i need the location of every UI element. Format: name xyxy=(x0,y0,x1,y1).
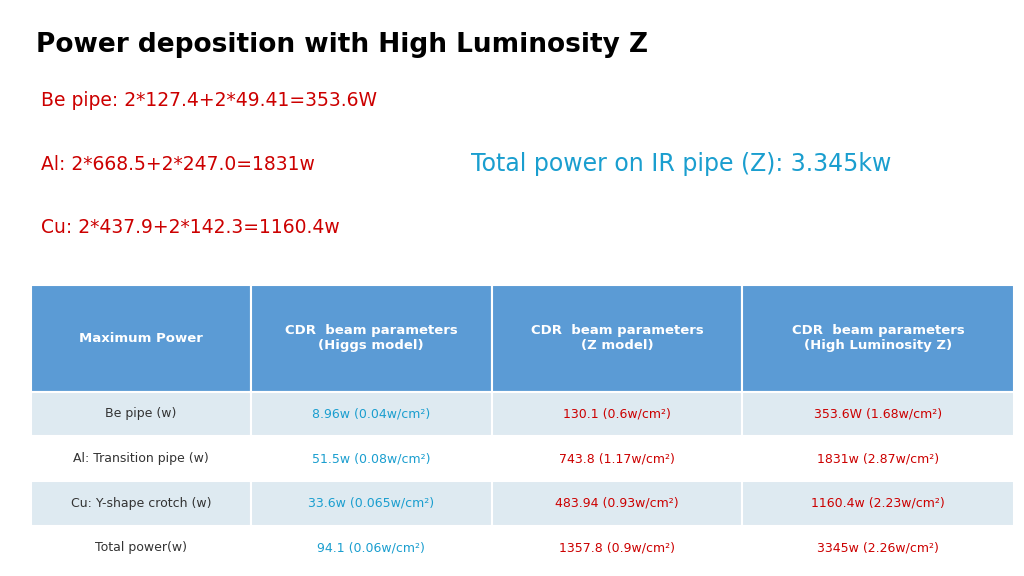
Text: 130.1 (0.6w/cm²): 130.1 (0.6w/cm²) xyxy=(563,407,671,420)
Text: Be pipe: 2*127.4+2*49.41=353.6W: Be pipe: 2*127.4+2*49.41=353.6W xyxy=(41,92,377,110)
Text: Cu: 2*437.9+2*142.3=1160.4w: Cu: 2*437.9+2*142.3=1160.4w xyxy=(41,218,340,237)
Text: Al: 2*668.5+2*247.0=1831w: Al: 2*668.5+2*247.0=1831w xyxy=(41,155,314,173)
Text: 1160.4w (2.23w/cm²): 1160.4w (2.23w/cm²) xyxy=(811,497,945,510)
FancyBboxPatch shape xyxy=(492,437,742,481)
Text: 1831w (2.87w/cm²): 1831w (2.87w/cm²) xyxy=(817,452,939,465)
Text: Power deposition with High Luminosity Z: Power deposition with High Luminosity Z xyxy=(36,32,648,58)
FancyBboxPatch shape xyxy=(492,525,742,570)
FancyBboxPatch shape xyxy=(742,525,1014,570)
FancyBboxPatch shape xyxy=(31,481,251,525)
Text: 353.6W (1.68w/cm²): 353.6W (1.68w/cm²) xyxy=(814,407,942,420)
Text: 51.5w (0.08w/cm²): 51.5w (0.08w/cm²) xyxy=(312,452,430,465)
FancyBboxPatch shape xyxy=(742,437,1014,481)
FancyBboxPatch shape xyxy=(31,392,251,437)
Text: Total power(w): Total power(w) xyxy=(95,541,186,555)
FancyBboxPatch shape xyxy=(251,481,492,525)
Text: 743.8 (1.17w/cm²): 743.8 (1.17w/cm²) xyxy=(559,452,675,465)
FancyBboxPatch shape xyxy=(251,392,492,437)
FancyBboxPatch shape xyxy=(31,525,251,570)
Text: Total power on IR pipe (Z): 3.345kw: Total power on IR pipe (Z): 3.345kw xyxy=(471,152,892,176)
Text: CDR  beam parameters
(High Luminosity Z): CDR beam parameters (High Luminosity Z) xyxy=(792,324,965,353)
FancyBboxPatch shape xyxy=(492,392,742,437)
FancyBboxPatch shape xyxy=(742,285,1014,392)
Text: 33.6w (0.065w/cm²): 33.6w (0.065w/cm²) xyxy=(308,497,434,510)
Text: Maximum Power: Maximum Power xyxy=(79,332,203,345)
FancyBboxPatch shape xyxy=(31,285,251,392)
Text: 483.94 (0.93w/cm²): 483.94 (0.93w/cm²) xyxy=(555,497,679,510)
FancyBboxPatch shape xyxy=(492,481,742,525)
Text: Be pipe (w): Be pipe (w) xyxy=(105,407,176,420)
Text: 94.1 (0.06w/cm²): 94.1 (0.06w/cm²) xyxy=(317,541,425,555)
Text: 1357.8 (0.9w/cm²): 1357.8 (0.9w/cm²) xyxy=(559,541,675,555)
Text: Al: Transition pipe (w): Al: Transition pipe (w) xyxy=(73,452,209,465)
FancyBboxPatch shape xyxy=(742,392,1014,437)
FancyBboxPatch shape xyxy=(251,285,492,392)
FancyBboxPatch shape xyxy=(251,437,492,481)
Text: Cu: Y-shape crotch (w): Cu: Y-shape crotch (w) xyxy=(71,497,211,510)
Text: 3345w (2.26w/cm²): 3345w (2.26w/cm²) xyxy=(817,541,939,555)
FancyBboxPatch shape xyxy=(251,525,492,570)
FancyBboxPatch shape xyxy=(742,481,1014,525)
Text: 8.96w (0.04w/cm²): 8.96w (0.04w/cm²) xyxy=(312,407,430,420)
FancyBboxPatch shape xyxy=(492,285,742,392)
FancyBboxPatch shape xyxy=(31,437,251,481)
Text: CDR  beam parameters
(Z model): CDR beam parameters (Z model) xyxy=(530,324,703,353)
Text: CDR  beam parameters
(Higgs model): CDR beam parameters (Higgs model) xyxy=(285,324,458,353)
